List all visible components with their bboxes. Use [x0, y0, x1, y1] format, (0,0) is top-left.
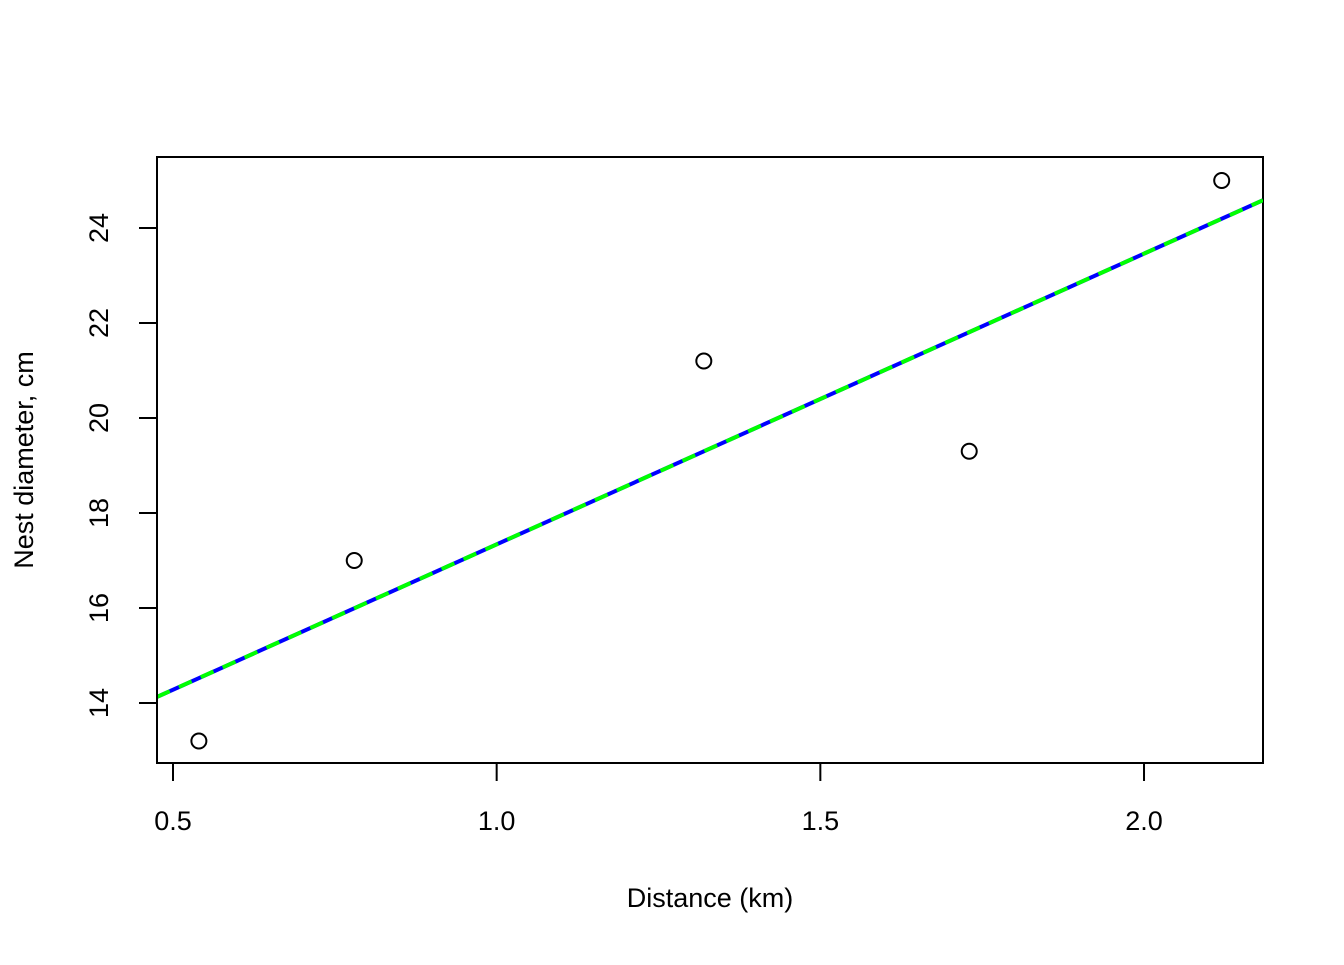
x-tick-label: 2.0	[1125, 806, 1163, 836]
point	[1213, 172, 1231, 190]
fit-line	[157, 198, 1263, 699]
x-tick-label: 1.5	[802, 806, 840, 836]
fit-lines	[157, 198, 1263, 699]
point	[960, 442, 978, 460]
y-tick-label: 16	[84, 593, 114, 623]
point	[695, 352, 713, 370]
x-axis-label: Distance (km)	[627, 883, 794, 913]
y-tick-label: 22	[84, 308, 114, 338]
x-tick-label: 1.0	[478, 806, 516, 836]
y-tick-label: 14	[84, 688, 114, 718]
y-axis-label: Nest diameter, cm	[9, 351, 39, 569]
point	[345, 552, 363, 570]
y-tick-label: 18	[84, 498, 114, 528]
y-tick-label: 20	[84, 403, 114, 433]
x-tick-label: 0.5	[154, 806, 192, 836]
plot-frame	[156, 156, 1264, 764]
point	[190, 732, 208, 750]
y-tick-label: 24	[84, 213, 114, 243]
